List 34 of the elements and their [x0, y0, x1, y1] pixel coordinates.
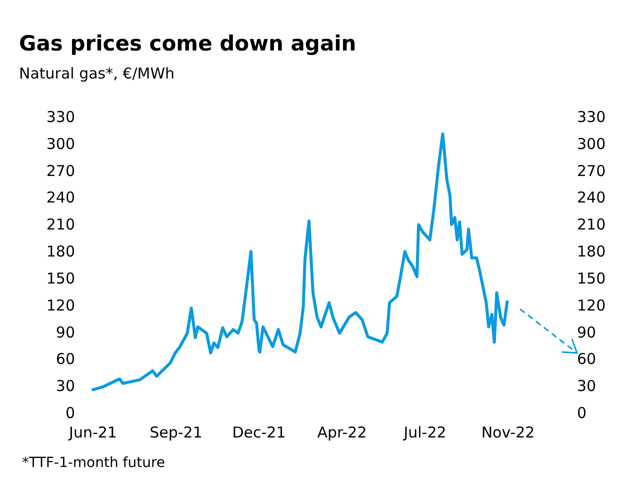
y-tick-label: 330 — [46, 108, 75, 126]
y2-tick-label: 330 — [577, 108, 606, 126]
y2-tick-label: 210 — [577, 216, 606, 234]
y-tick-label: 60 — [56, 350, 75, 368]
line-series — [92, 132, 509, 392]
y2-tick-label: 90 — [577, 323, 596, 342]
y2-tick-label: 180 — [577, 242, 606, 261]
y2-tick-label: 270 — [577, 162, 606, 180]
y-tick-label: 210 — [46, 216, 75, 234]
text: *TTF-1-month future — [22, 455, 166, 471]
y-tick-label: 30 — [56, 377, 75, 396]
y-tick-label: 0 — [65, 404, 75, 422]
x-tick-label: Sep-21 — [150, 424, 202, 442]
x-tick-label: Dec-21 — [232, 424, 286, 442]
y2-tick-label: 300 — [577, 134, 606, 153]
y2-tick-label: 30 — [577, 377, 596, 396]
y2-tick-label: 240 — [577, 188, 606, 207]
x-tick-label: Jul-22 — [402, 424, 446, 442]
y-tick-label: 150 — [46, 269, 75, 288]
y2-tick-label: 0 — [577, 404, 587, 422]
y-tick-label: 120 — [46, 296, 75, 314]
y-tick-label: 90 — [56, 323, 75, 342]
y-tick-label: 270 — [46, 162, 75, 180]
x-tick-label: Apr-22 — [317, 424, 367, 442]
y-tick-label: 300 — [46, 134, 75, 153]
y2-tick-label: 60 — [577, 350, 596, 368]
y-tick-label: 240 — [46, 188, 75, 207]
x-tick-label: Jun-21 — [68, 424, 117, 442]
y-tick-label: 180 — [46, 242, 75, 261]
chart-title: Gas prices come down again — [19, 32, 356, 56]
y2-tick-label: 150 — [577, 269, 606, 288]
chart-subtitle: Natural gas*, €/MWh — [19, 64, 175, 82]
y2-tick-label: 120 — [577, 296, 606, 314]
x-tick-label: Nov-22 — [481, 424, 535, 442]
